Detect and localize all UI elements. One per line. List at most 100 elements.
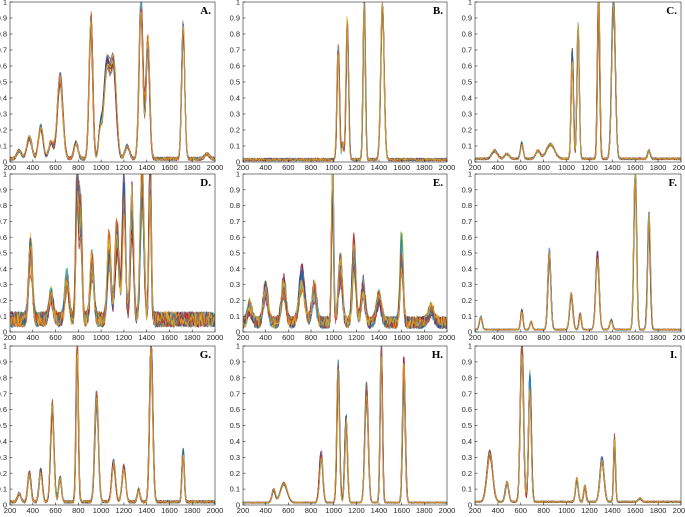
y-tick-label: 0.6 (462, 233, 472, 242)
spectrum-line (475, 346, 681, 504)
spectrum-line (243, 174, 447, 329)
x-tick-label: 600 (49, 506, 62, 515)
x-tick-label: 1000 (558, 333, 575, 342)
x-tick-label: 1400 (371, 333, 388, 342)
y-tick-label: 0.9 (462, 358, 472, 367)
y-tick-label: 0.1 (230, 312, 240, 321)
spectrum-line (10, 347, 215, 504)
x-tick-label: 2000 (439, 163, 456, 172)
x-tick-label: 200 (237, 163, 250, 172)
spectrum-line (243, 174, 447, 329)
x-tick-label: 1000 (93, 163, 110, 172)
y-tick-label: 0.7 (462, 46, 472, 55)
spectrum-line (475, 174, 681, 331)
spectrum-line (243, 174, 447, 330)
x-tick-label: 1200 (581, 163, 598, 172)
y-tick-label: 1 (3, 170, 7, 179)
x-tick-label: 800 (537, 506, 550, 515)
spectrum-line (243, 186, 447, 330)
x-tick-label: 1400 (371, 163, 388, 172)
spectrum-line (243, 174, 447, 330)
spectrum-line (243, 174, 447, 329)
y-tick-label: 0.6 (462, 405, 472, 414)
spectrum-line (475, 346, 681, 504)
y-tick-label: 0.9 (462, 14, 472, 23)
y-tick-label: 0.8 (462, 201, 472, 210)
y-tick-label: 0.5 (230, 78, 240, 87)
panel-label: E. (433, 177, 443, 189)
y-tick-label: 0.5 (230, 249, 240, 258)
axes-box (242, 173, 448, 333)
x-tick-label: 2000 (207, 506, 224, 515)
panel-label: F. (669, 177, 678, 189)
x-tick-label: 2000 (439, 506, 456, 515)
x-tick-label: 1400 (604, 163, 621, 172)
y-tick-label: 0 (468, 158, 472, 167)
spectrum-line (475, 2, 681, 161)
panel-a: 200 400 600 800 1000 1200 1400 1600 1800 2000 0 0.1… (0, 0, 223, 172)
y-tick-label: 0.7 (230, 389, 240, 398)
spectrum-line (475, 348, 681, 504)
y-tick-label: 0.9 (0, 358, 7, 367)
series-group (475, 2, 681, 161)
spectrum-line (243, 196, 447, 330)
panel-g: 200 400 600 800 1000 1200 1400 1600 1800 2000 0 0.1… (0, 342, 223, 515)
spectrum-line (243, 174, 447, 329)
spectrum-line (243, 174, 447, 330)
x-tick-label: 1600 (393, 506, 410, 515)
series-group (243, 2, 447, 162)
y-tick-label: 1 (236, 342, 240, 351)
spectrum-line (243, 196, 447, 330)
spectrum-line (243, 2, 447, 162)
x-tick-label: 1800 (184, 333, 201, 342)
spectrum-line (243, 174, 447, 330)
spectrum-line (475, 346, 681, 504)
panel-label: I. (670, 349, 677, 361)
y-tick-label: 0 (236, 328, 240, 337)
panel-e: 200 400 600 800 1000 1200 1400 1600 1800 2000 0 0.1… (230, 170, 456, 342)
x-tick-label: 200 (469, 506, 482, 515)
y-tick-label: 0.4 (0, 264, 7, 273)
x-tick-label: 600 (515, 163, 528, 172)
series-group (10, 174, 215, 329)
x-tick-label: 1600 (627, 506, 644, 515)
y-tick-label: 0.3 (230, 453, 240, 462)
x-tick-label: 200 (469, 163, 482, 172)
spectrum-line (243, 174, 447, 330)
x-tick-label: 400 (27, 506, 40, 515)
x-tick-label: 1400 (138, 333, 155, 342)
x-tick-label: 600 (282, 506, 295, 515)
x-tick-label: 200 (4, 506, 17, 515)
x-tick-label: 1600 (161, 506, 178, 515)
y-tick-label: 0.2 (0, 469, 7, 478)
y-tick-label: 0 (468, 501, 472, 510)
spectrum-line (243, 356, 447, 504)
y-tick-label: 1 (3, 342, 7, 351)
y-tick-label: 0.2 (462, 296, 472, 305)
spectrum-line (475, 346, 681, 504)
y-tick-label: 0.1 (0, 312, 7, 321)
y-tick-label: 0.1 (0, 485, 7, 494)
y-tick-label: 0.7 (462, 217, 472, 226)
spectrum-line (243, 174, 447, 329)
panel-f: 200 400 600 800 1000 1200 1400 1600 1800 2000 0 0.1… (462, 170, 685, 342)
x-tick-label: 400 (492, 333, 505, 342)
y-tick-label: 0.8 (0, 373, 7, 382)
y-tick-label: 0.6 (0, 405, 7, 414)
x-tick-label: 1200 (581, 506, 598, 515)
x-tick-label: 400 (492, 163, 505, 172)
y-tick-label: 0.9 (230, 358, 240, 367)
x-tick-label: 1600 (161, 333, 178, 342)
spectrum-line (10, 174, 215, 328)
x-tick-label: 1000 (93, 333, 110, 342)
spectrum-line (10, 2, 215, 162)
x-tick-label: 2000 (673, 333, 685, 342)
y-tick-label: 0.6 (230, 233, 240, 242)
x-tick-label: 1200 (581, 333, 598, 342)
x-tick-label: 800 (305, 506, 318, 515)
y-tick-label: 0.7 (230, 46, 240, 55)
y-tick-label: 0 (468, 328, 472, 337)
x-tick-label: 800 (305, 163, 318, 172)
x-tick-label: 1000 (93, 506, 110, 515)
